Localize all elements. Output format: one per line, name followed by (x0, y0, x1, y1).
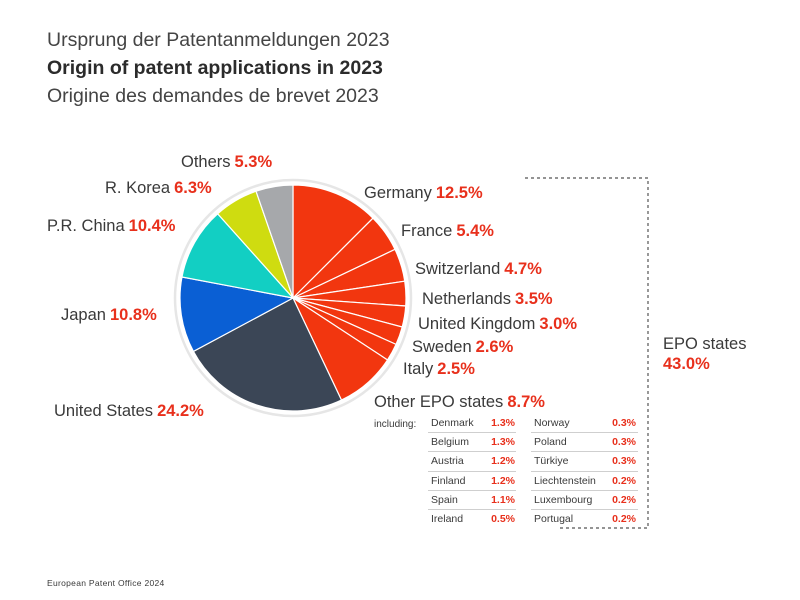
table-row: Spain 1.1% (428, 491, 516, 510)
footer-source: European Patent Office 2024 (47, 578, 165, 588)
title-french: Origine des demandes de brevet 2023 (47, 85, 379, 107)
pie-slice-germany (292, 184, 374, 300)
pie-slice-p-r-china (181, 212, 295, 299)
table-row: Liechtenstein 0.2% (531, 472, 638, 491)
label-other-epo-states: Other EPO states 8.7% (374, 393, 545, 411)
title-english: Origin of patent applications in 2023 (47, 57, 383, 79)
label-pr-china: P.R. China 10.4% (47, 217, 176, 235)
table-row: Luxembourg 0.2% (531, 491, 638, 510)
label-japan: Japan 10.8% (61, 306, 157, 324)
table-row: Portugal 0.2% (534, 513, 636, 526)
label-italy: Italy 2.5% (403, 360, 475, 378)
pie-slice-united-states (192, 297, 343, 412)
label-united-states: United States 24.2% (54, 402, 204, 420)
pie-slice-japan (179, 276, 295, 353)
label-sweden: Sweden 2.6% (412, 338, 514, 356)
label-netherlands: Netherlands 3.5% (422, 290, 553, 308)
label-germany: Germany 12.5% (364, 184, 483, 202)
table-row: Türkiye 0.3% (531, 452, 638, 472)
table-row: Belgium 1.3% (428, 433, 516, 453)
title-block: Ursprung der Patentanmeldungen 2023 Orig… (47, 26, 390, 110)
title-german: Ursprung der Patentanmeldungen 2023 (47, 29, 390, 51)
label-france: France 5.4% (401, 222, 494, 240)
table-row: Austria 1.2% (428, 452, 516, 472)
table-row: Finland 1.2% (428, 472, 516, 491)
label-others: Others 5.3% (181, 153, 273, 171)
including-label: including: (374, 419, 417, 430)
pie-slices (179, 184, 407, 412)
pie-slice-others (255, 184, 294, 299)
label-r-korea: R. Korea 6.3% (105, 179, 212, 197)
table-row: Norway 0.3% (531, 414, 638, 434)
breakdown-table-right: Norway 0.3% Poland 0.3% Türkiye 0.3% Liecht… (531, 414, 638, 528)
table-row: Denmark 1.3% (428, 414, 516, 434)
label-epo-states: EPO states 43.0% (663, 335, 747, 373)
table-row: Ireland 0.5% (431, 513, 515, 526)
breakdown-table-left: Denmark 1.3% Belgium 1.3% Austria 1.2% Finl… (428, 414, 516, 528)
label-united-kingdom: United Kingdom 3.0% (418, 315, 578, 333)
table-row: Poland 0.3% (531, 433, 638, 453)
label-switzerland: Switzerland 4.7% (415, 260, 542, 278)
epo-bracket (525, 177, 649, 529)
